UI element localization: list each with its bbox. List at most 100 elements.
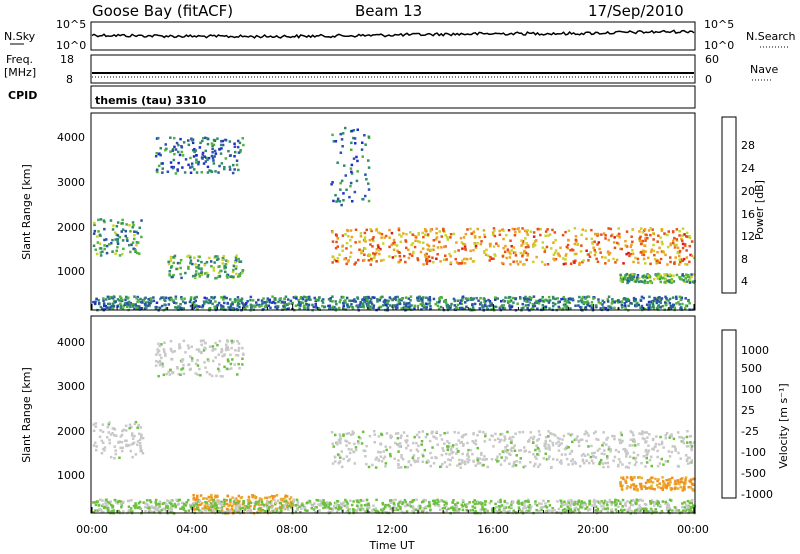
heatmap-cell bbox=[595, 437, 598, 441]
heatmap-cell bbox=[343, 300, 346, 303]
heatmap-cell bbox=[467, 509, 471, 512]
heatmap-cell bbox=[134, 249, 137, 252]
heatmap-cell bbox=[400, 299, 403, 302]
heatmap-cell bbox=[203, 296, 206, 300]
heatmap-cell bbox=[159, 297, 162, 301]
heatmap-cell bbox=[424, 435, 428, 439]
heatmap-cell bbox=[192, 494, 195, 497]
heatmap-cell bbox=[265, 502, 269, 506]
heatmap-cell bbox=[309, 298, 312, 301]
heatmap-cell bbox=[640, 227, 643, 230]
heatmap-cell bbox=[374, 510, 377, 513]
heatmap-cell bbox=[422, 507, 425, 510]
heatmap-cell bbox=[349, 255, 352, 259]
heatmap-cell bbox=[644, 250, 647, 253]
heatmap-cell bbox=[127, 300, 131, 304]
heatmap-cell bbox=[473, 302, 477, 306]
heatmap-cell bbox=[281, 300, 284, 304]
heatmap-cell bbox=[285, 495, 289, 498]
heatmap-cell bbox=[641, 280, 644, 284]
heatmap-cell bbox=[269, 306, 272, 309]
heatmap-cell bbox=[251, 494, 254, 497]
heatmap-cell bbox=[485, 305, 489, 308]
heatmap-cell bbox=[464, 503, 467, 506]
heatmap-cell bbox=[341, 465, 344, 469]
heatmap-cell bbox=[106, 295, 110, 299]
heatmap-cell bbox=[194, 508, 198, 511]
heatmap-cell bbox=[204, 272, 207, 275]
heatmap-cell bbox=[442, 229, 445, 232]
heatmap-cell bbox=[666, 245, 670, 249]
heatmap-cell bbox=[686, 441, 689, 444]
heatmap-cell bbox=[682, 279, 686, 282]
heatmap-cell bbox=[114, 238, 117, 241]
heatmap-cell bbox=[407, 248, 410, 252]
heatmap-cell bbox=[281, 499, 284, 503]
heatmap-cell bbox=[139, 297, 142, 301]
heatmap-cell bbox=[644, 239, 647, 242]
heatmap-cell bbox=[138, 506, 141, 509]
heatmap-cell bbox=[279, 502, 282, 505]
heatmap-cell bbox=[308, 500, 312, 503]
heatmap-cell bbox=[541, 241, 545, 244]
heatmap-cell bbox=[92, 300, 95, 304]
heatmap-cell bbox=[649, 500, 652, 503]
heatmap-cell bbox=[577, 508, 580, 511]
heatmap-cell bbox=[438, 508, 442, 511]
heatmap-cell bbox=[567, 297, 571, 301]
heatmap-cell bbox=[678, 482, 681, 486]
heatmap-cell bbox=[573, 503, 576, 506]
heatmap-cell bbox=[557, 440, 560, 444]
heatmap-cell bbox=[412, 498, 416, 502]
heatmap-cell bbox=[530, 296, 533, 300]
heatmap-cell bbox=[594, 505, 598, 508]
heatmap-cell bbox=[625, 252, 628, 256]
heatmap-cell bbox=[276, 499, 280, 502]
heatmap-cell bbox=[137, 423, 140, 427]
heatmap-cell bbox=[661, 276, 665, 280]
heatmap-cell bbox=[474, 439, 478, 442]
heatmap-cell bbox=[373, 441, 376, 444]
heatmap-cell bbox=[666, 263, 669, 266]
heatmap-cell bbox=[194, 161, 198, 164]
heatmap-cell bbox=[154, 498, 158, 502]
heatmap-cell bbox=[187, 265, 190, 269]
heatmap-cell bbox=[690, 275, 693, 279]
heatmap-cell bbox=[672, 274, 675, 277]
heatmap-cell bbox=[634, 280, 637, 283]
heatmap-cell bbox=[397, 227, 401, 230]
heatmap-cell bbox=[668, 436, 671, 439]
heatmap-cell bbox=[474, 442, 478, 446]
heatmap-cell bbox=[169, 266, 173, 269]
heatmap-cell bbox=[643, 228, 647, 231]
heatmap-cell bbox=[173, 349, 176, 353]
heatmap-cell bbox=[424, 499, 427, 502]
heatmap-cell bbox=[678, 276, 681, 279]
heatmap-cell bbox=[450, 302, 453, 306]
heatmap-cell bbox=[319, 499, 323, 502]
heatmap-cell bbox=[472, 460, 475, 463]
heatmap-cell bbox=[356, 500, 359, 504]
heatmap-cell bbox=[685, 280, 689, 283]
heatmap-cell bbox=[404, 296, 408, 299]
heatmap-cell bbox=[176, 168, 179, 171]
heatmap-cell bbox=[356, 297, 360, 300]
heatmap-cell bbox=[236, 299, 239, 302]
heatmap-cell bbox=[553, 258, 556, 262]
heatmap-cell bbox=[496, 455, 499, 459]
heatmap-cell bbox=[247, 502, 250, 505]
heatmap-cell bbox=[94, 302, 97, 305]
heatmap-cell bbox=[420, 297, 423, 300]
heatmap-cell bbox=[592, 500, 596, 503]
heatmap-cell bbox=[492, 257, 495, 260]
heatmap-cell bbox=[641, 430, 644, 433]
heatmap-cell bbox=[538, 463, 542, 466]
heatmap-cell bbox=[633, 278, 636, 281]
heatmap-cell bbox=[376, 511, 379, 514]
heatmap-cell bbox=[512, 446, 515, 449]
heatmap-cell bbox=[187, 143, 191, 147]
heatmap-cell bbox=[148, 506, 151, 510]
heatmap-cell bbox=[466, 457, 469, 461]
heatmap-cell bbox=[674, 256, 677, 259]
heatmap-cell bbox=[345, 510, 348, 514]
